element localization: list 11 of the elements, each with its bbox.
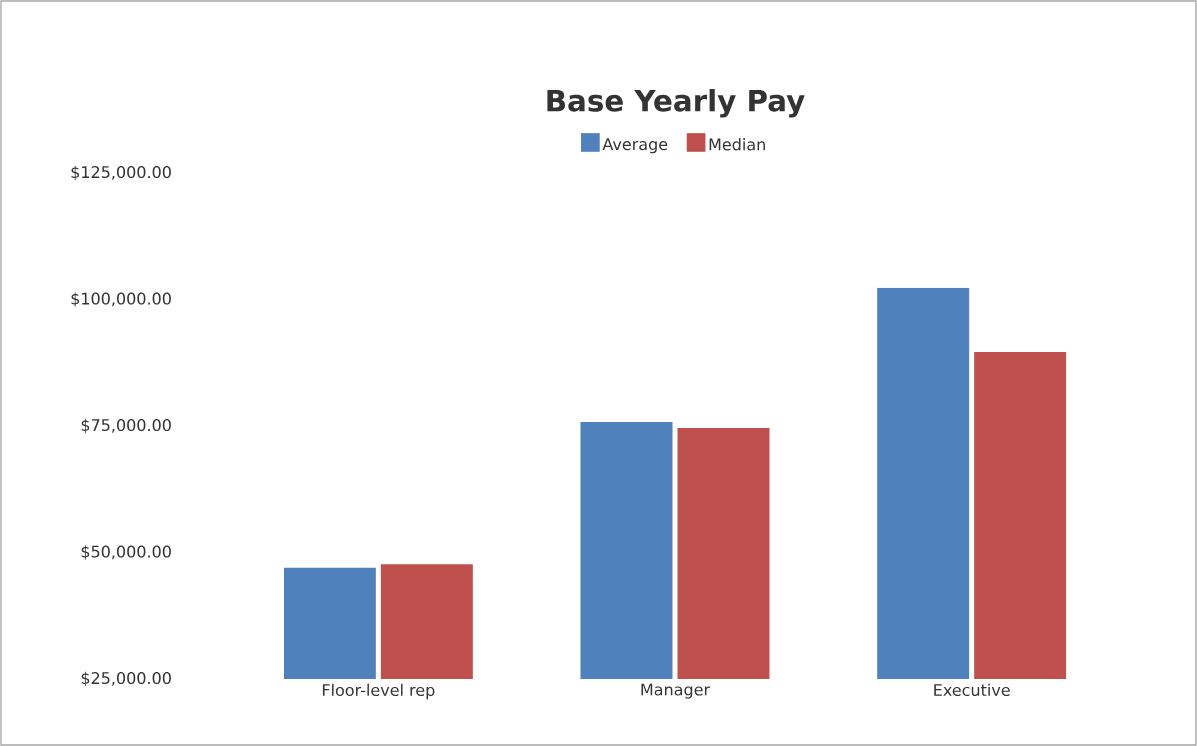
y-tick-label: $100,000.00 <box>71 292 171 307</box>
legend-label: Median <box>709 138 765 151</box>
y-tick-label: $50,000.00 <box>81 545 171 560</box>
y-tick-label: $75,000.00 <box>81 418 171 434</box>
y-tick-label: $125,000.00 <box>71 165 171 181</box>
legend-label: Average <box>602 138 668 154</box>
y-tick-label: $25,000.00 <box>81 671 171 687</box>
x-tick-label: Manager <box>641 683 711 699</box>
chart-title: Base Yearly Pay <box>547 88 805 118</box>
x-tick-label: Executive <box>934 683 1010 697</box>
x-tick-label: Floor-level rep <box>322 683 435 700</box>
